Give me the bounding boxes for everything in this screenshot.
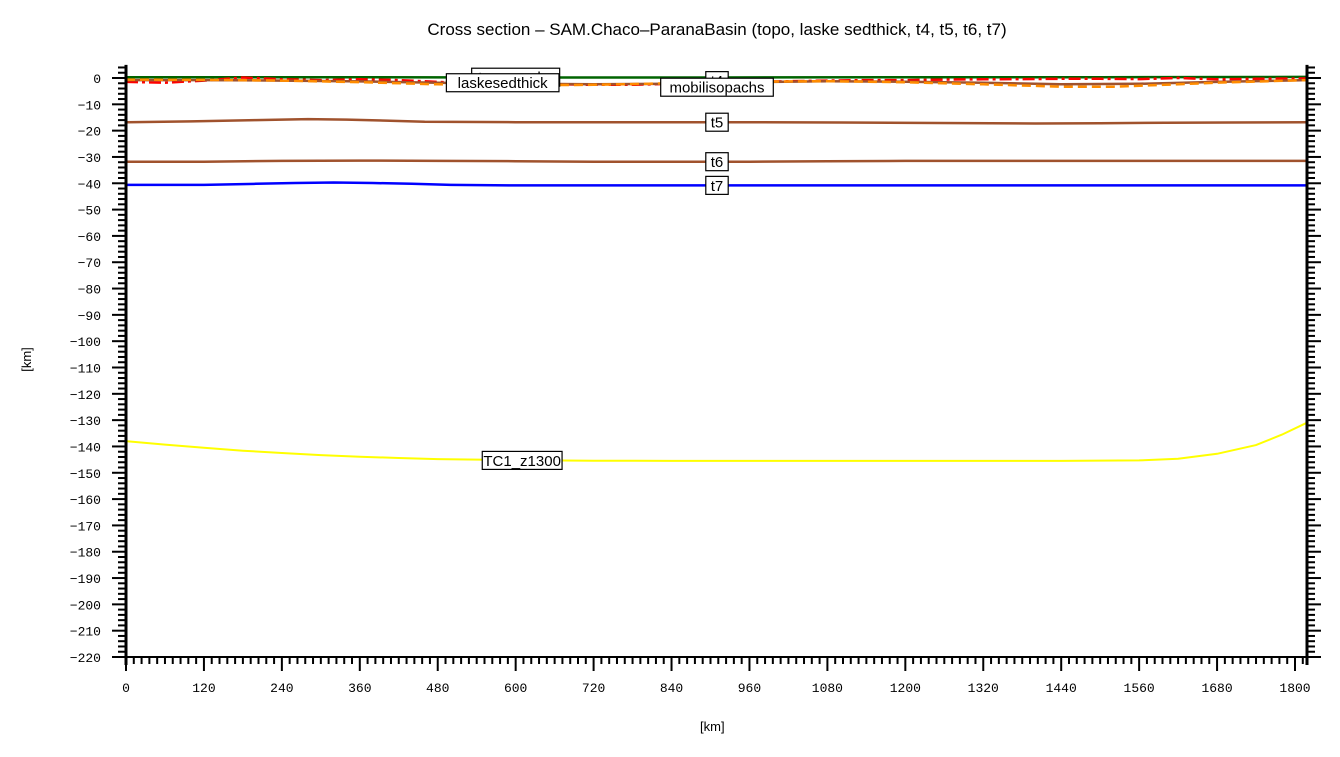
y-tick-label: −50	[78, 204, 101, 219]
y-tick-label: −110	[70, 362, 101, 377]
svg-text:t6: t6	[711, 154, 724, 171]
label-TC1_z1300: TC1_z1300	[481, 450, 563, 471]
label-laskesedthick: laskesedthick	[445, 73, 560, 93]
label-t6: t6	[705, 152, 729, 172]
y-tick-label: −40	[78, 177, 101, 192]
series-layer	[125, 75, 1308, 462]
label-t5: t5	[705, 112, 729, 132]
x-tick-label: 120	[192, 681, 215, 696]
series-t5	[125, 117, 1307, 125]
y-tick-label: −160	[70, 493, 101, 508]
y-tick-label: −200	[70, 598, 101, 613]
x-tick-label: 960	[738, 681, 761, 696]
y-tick-label: 0	[93, 72, 101, 87]
y-tick-label: −20	[78, 125, 101, 140]
y-tick-label: −90	[78, 309, 101, 324]
label-t7: t7	[705, 175, 729, 195]
y-tick-label: −30	[78, 151, 101, 166]
y-tick-label: −180	[70, 546, 101, 561]
svg-text:mobilisopachs: mobilisopachs	[669, 80, 764, 97]
svg-text:t7: t7	[711, 178, 724, 195]
y-tick-label: −140	[70, 440, 101, 455]
svg-text:laskesedthick: laskesedthick	[458, 75, 549, 92]
y-tick-label: −190	[70, 572, 101, 587]
y-tick-label: −210	[70, 625, 101, 640]
x-tick-label: 1200	[890, 681, 921, 696]
x-tick-label: 1080	[812, 681, 843, 696]
x-tick-label: 360	[348, 681, 371, 696]
y-tick-label: −170	[70, 519, 101, 534]
series-TC1_z1300	[125, 421, 1308, 462]
label-mobilisopachs: mobilisopachs	[660, 77, 774, 97]
x-tick-label: 1320	[968, 681, 999, 696]
x-tick-label: 1680	[1201, 681, 1232, 696]
y-tick-label: −120	[70, 388, 101, 403]
x-tick-label: 240	[270, 681, 293, 696]
x-tick-label: 720	[582, 681, 605, 696]
x-tick-label: 0	[122, 681, 130, 696]
x-tick-label: 600	[504, 681, 527, 696]
axes-frame: 0 −10 −20 −30 −40 −50 −60 −70 −80 −90 −100 −110 −120…	[70, 64, 1321, 696]
x-tick-label: 1800	[1279, 681, 1310, 696]
y-tick-label: −80	[78, 283, 101, 298]
chart-title: Cross section – SAM.Chaco–ParanaBasin (t…	[427, 20, 1007, 39]
y-tick-label: −60	[78, 230, 101, 245]
x-tick-label: 1440	[1046, 681, 1077, 696]
x-tick-label: 840	[660, 681, 683, 696]
y-tick-label: −70	[78, 256, 101, 271]
y-tick-label: −150	[70, 467, 101, 482]
series-t7	[126, 181, 1307, 187]
y-tick-label: −130	[70, 414, 101, 429]
svg-text:t5: t5	[711, 115, 724, 132]
y-tick-label: −10	[78, 98, 101, 113]
x-axis-label: [km]	[700, 719, 725, 734]
series-labels: topographylaskesedthickt4mobilisopachst5…	[445, 67, 774, 471]
svg-text:TC1_z1300: TC1_z1300	[483, 453, 561, 470]
x-tick-label: 480	[426, 681, 449, 696]
x-tick-label: 1560	[1124, 681, 1155, 696]
y-tick-label: −220	[70, 651, 101, 666]
y-tick-label: −100	[70, 335, 101, 350]
